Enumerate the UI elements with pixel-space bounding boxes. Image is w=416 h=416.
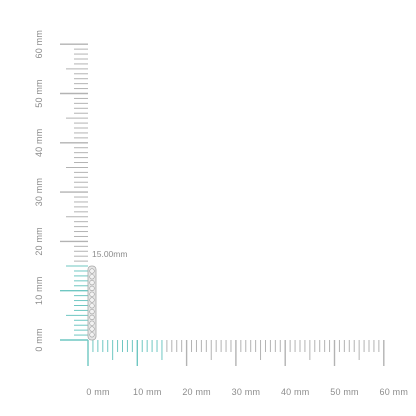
gem-stone xyxy=(89,274,95,280)
vertical-ruler xyxy=(60,43,88,341)
horizontal-ruler-labels: 0 mm 10 mm 20 mm 30 mm 40 mm 50 mm 60 mm xyxy=(86,387,408,397)
x-tick-label: 30 mm xyxy=(232,387,261,397)
gem-stone xyxy=(89,332,95,338)
gem-stone xyxy=(89,291,95,297)
gem-stone xyxy=(89,297,95,303)
y-tick-label: 20 mm xyxy=(34,227,44,256)
gem-stone xyxy=(89,285,95,292)
gem-stone xyxy=(89,268,95,274)
horizontal-ruler xyxy=(87,340,385,366)
vertical-ruler-labels: 0 mm 10 mm 20 mm 30 mm 40 mm 50 mm 60 mm xyxy=(34,30,44,352)
y-tick-label: 60 mm xyxy=(34,30,44,59)
y-tick-label: 50 mm xyxy=(34,79,44,108)
gem-stone xyxy=(89,309,95,315)
y-tick-label: 0 mm xyxy=(34,328,44,351)
gem-stone xyxy=(89,303,95,309)
x-tick-label: 50 mm xyxy=(330,387,359,397)
x-tick-label: 40 mm xyxy=(281,387,310,397)
gem-stone xyxy=(89,326,95,332)
earring-bar-icon xyxy=(87,265,97,341)
gem-stone xyxy=(89,280,95,286)
y-tick-label: 10 mm xyxy=(34,276,44,305)
x-tick-label: 10 mm xyxy=(133,387,162,397)
x-tick-label: 0 mm xyxy=(86,387,109,397)
dimension-label: 15.00mm xyxy=(92,249,127,259)
x-tick-label: 20 mm xyxy=(182,387,211,397)
y-tick-label: 30 mm xyxy=(34,178,44,207)
y-tick-label: 40 mm xyxy=(34,129,44,158)
x-tick-label: 60 mm xyxy=(380,387,409,397)
gem-stone xyxy=(89,320,95,326)
gem-stone xyxy=(89,314,95,321)
